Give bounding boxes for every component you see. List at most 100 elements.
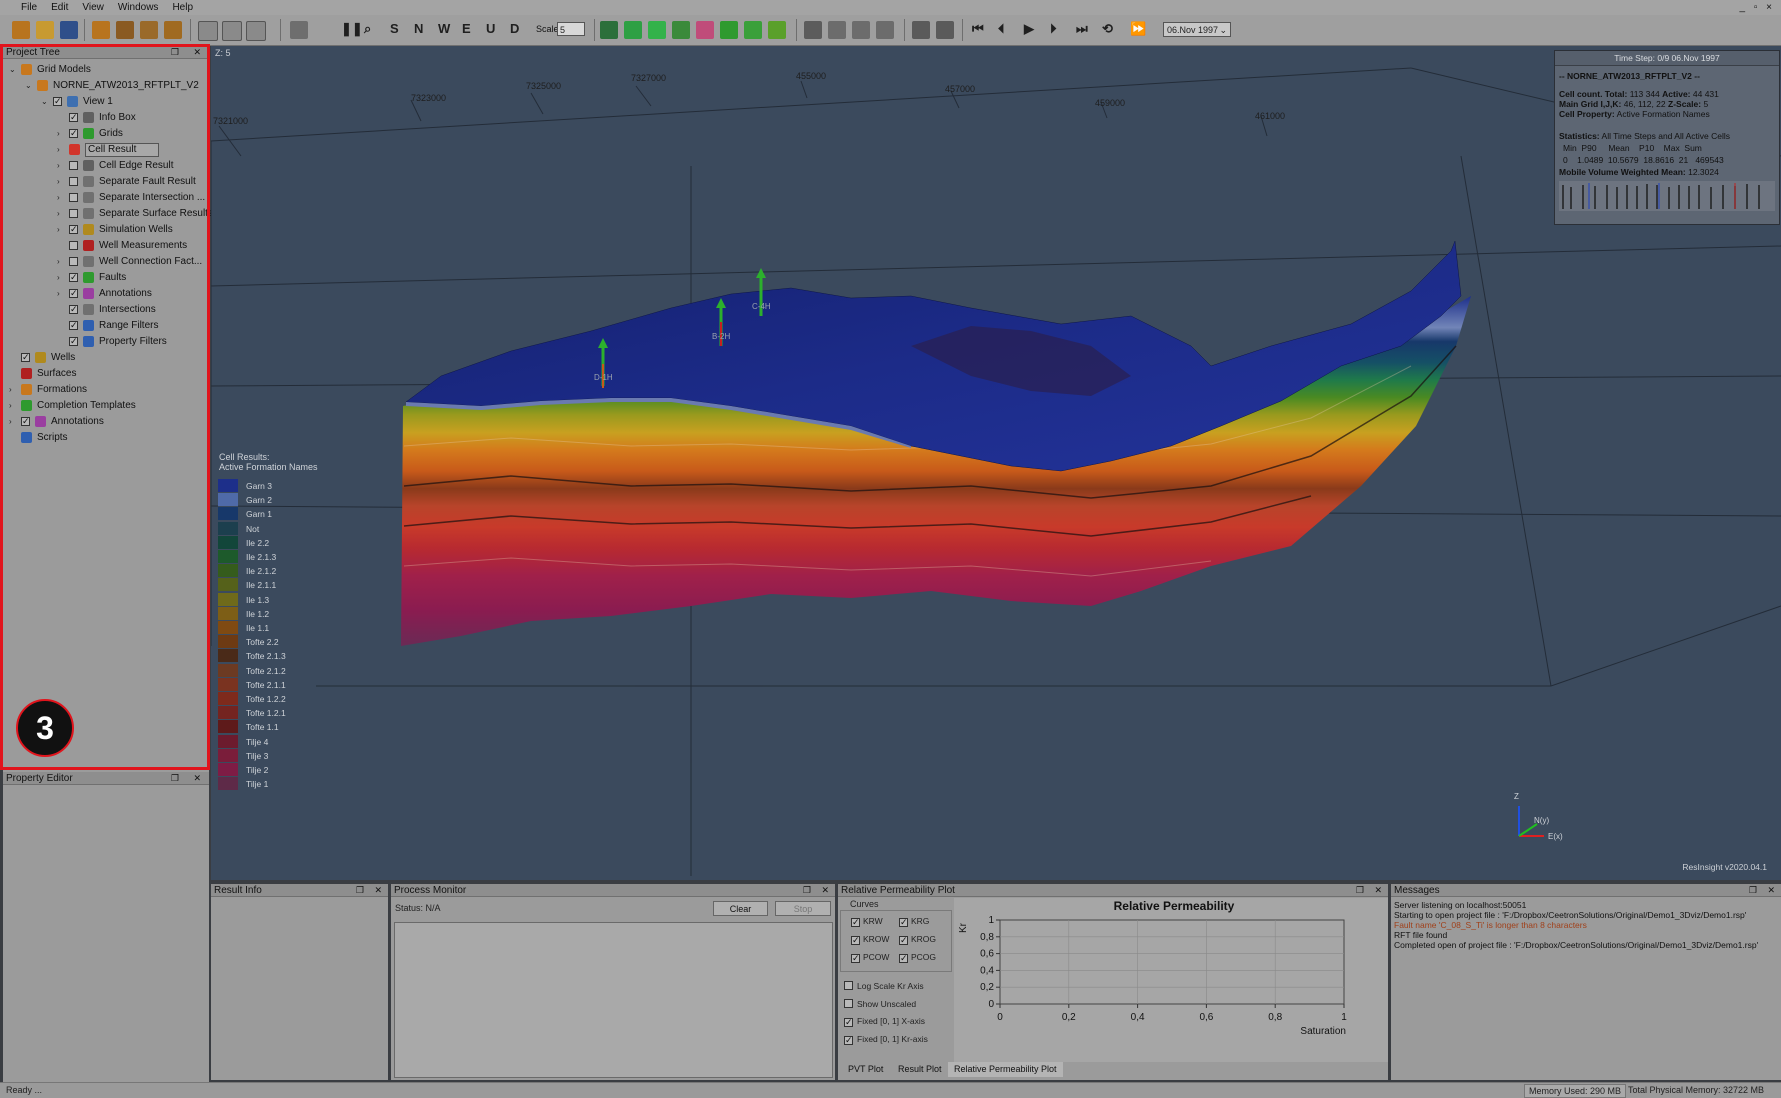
save-project-icon[interactable] (60, 21, 78, 39)
view-west-icon[interactable]: W (438, 21, 451, 36)
checkbox[interactable] (844, 981, 853, 990)
surfaces-import-icon[interactable] (140, 21, 158, 39)
menu-view[interactable]: View (82, 2, 104, 13)
option-checkbox[interactable]: Log Scale Kr Axis (844, 980, 924, 991)
visibility-checkbox[interactable] (69, 241, 78, 250)
message-log[interactable]: Server listening on localhost:50051 Start… (1391, 900, 1781, 1078)
surface-mesh-icon[interactable] (624, 21, 642, 39)
well-disks-icon[interactable] (768, 21, 786, 39)
well-head-icon[interactable] (804, 21, 822, 39)
tree-item[interactable]: › Cell Result (3, 142, 209, 157)
expand-arrow-icon[interactable]: › (57, 161, 60, 170)
visibility-checkbox[interactable]: ✓ (69, 304, 78, 314)
curve-checkbox[interactable]: ✓ PCOG (899, 952, 936, 963)
measure-icon[interactable] (912, 21, 930, 39)
visibility-checkbox[interactable] (69, 193, 78, 202)
tree-item[interactable]: ✓ Range Filters (3, 318, 209, 333)
curve-checkbox[interactable]: ✓ KROW (851, 934, 889, 945)
expand-arrow-icon[interactable]: › (57, 257, 60, 266)
option-checkbox[interactable]: ✓ Fixed [0, 1] Kr-axis (844, 1034, 928, 1045)
view-south-icon[interactable]: S (390, 21, 399, 36)
tree-item[interactable]: ⌄ Grid Models (3, 62, 209, 77)
snapshot-icon[interactable] (290, 21, 308, 39)
expand-arrow-icon[interactable]: › (57, 177, 60, 186)
close-icon[interactable]: ✕ (374, 885, 382, 895)
window-controls[interactable]: _ ▫ × (1739, 2, 1775, 13)
visibility-checkbox[interactable]: ✓ (21, 416, 30, 426)
tree-item[interactable]: › ✓ Annotations (3, 414, 209, 429)
checkbox[interactable]: ✓ (851, 953, 860, 963)
visibility-checkbox[interactable]: ✓ (69, 288, 78, 298)
visibility-checkbox[interactable] (69, 209, 78, 218)
tree-item[interactable]: › Cell Edge Result (3, 158, 209, 173)
scale-spinbox[interactable]: 5 (557, 22, 585, 36)
expand-arrow-icon[interactable]: › (57, 273, 60, 282)
well-spheres-icon[interactable] (852, 21, 870, 39)
tab-relative-permeability-plot[interactable]: Relative Permeability Plot (948, 1062, 1063, 1077)
tab-pvt-plot[interactable]: PVT Plot (848, 1064, 884, 1074)
view-east-icon[interactable]: E (462, 21, 471, 36)
pause-icon[interactable]: ❚❚ (341, 21, 363, 36)
expand-arrow-icon[interactable]: › (57, 209, 60, 218)
tile-windows-icon[interactable] (222, 21, 242, 41)
expand-arrow-icon[interactable]: › (57, 289, 60, 298)
tree-item[interactable]: › ✓ Simulation Wells (3, 222, 209, 237)
close-icon[interactable]: ✕ (193, 47, 201, 57)
tree-item[interactable]: ⌄ NORNE_ATW2013_RFTPLT_V2 (3, 78, 209, 93)
expand-arrow-icon[interactable]: › (9, 385, 12, 394)
expand-arrow-icon[interactable]: › (9, 417, 12, 426)
last-step-icon[interactable]: ⏭ (1076, 21, 1088, 36)
close-icon[interactable]: ✕ (1374, 885, 1382, 895)
expand-arrow-icon[interactable]: › (57, 129, 60, 138)
tree-item[interactable]: ✓ Wells (3, 350, 209, 365)
grid-case-icon[interactable] (92, 21, 110, 39)
collapse-arrow-icon[interactable]: ⌄ (41, 97, 48, 106)
visibility-checkbox[interactable]: ✓ (69, 224, 78, 234)
close-icon[interactable]: ✕ (1767, 885, 1775, 895)
view-north-icon[interactable]: N (414, 21, 424, 36)
curve-checkbox[interactable]: ✓ KRW (851, 916, 883, 927)
checkbox[interactable]: ✓ (899, 917, 908, 927)
menu-windows[interactable]: Windows (117, 2, 159, 13)
fast-forward-icon[interactable]: ⏩ (1130, 21, 1147, 36)
tree-item[interactable]: › ✓ Faults (3, 270, 209, 285)
expand-arrow-icon[interactable]: › (57, 145, 60, 154)
expand-arrow-icon[interactable]: › (57, 225, 60, 234)
zoom-all-icon[interactable]: ⌕ (364, 21, 372, 36)
checkbox[interactable]: ✓ (844, 1017, 853, 1027)
play-icon[interactable]: ▶ (1024, 21, 1034, 36)
repeat-icon[interactable]: ⟲ (1102, 21, 1113, 36)
mesh-icon[interactable] (600, 21, 618, 39)
tree-item[interactable]: › Formations (3, 382, 209, 397)
well-paths-icon[interactable] (116, 21, 134, 39)
tree-item[interactable]: › ✓ Annotations (3, 286, 209, 301)
float-icon[interactable]: ❐ (1748, 885, 1757, 895)
close-icon[interactable]: ✕ (193, 773, 201, 783)
previous-step-icon[interactable]: ⏴ (998, 21, 1005, 36)
clear-button[interactable]: Clear (713, 901, 768, 916)
tree-item[interactable]: › Completion Templates (3, 398, 209, 413)
checkbox[interactable]: ✓ (899, 953, 908, 963)
visibility-checkbox[interactable]: ✓ (53, 96, 62, 106)
show-faults-icon[interactable] (720, 21, 738, 39)
surface-only-icon[interactable] (648, 21, 666, 39)
tree-item[interactable]: ✓ Info Box (3, 110, 209, 125)
ruler-icon[interactable] (936, 21, 954, 39)
tree-item[interactable]: › Well Connection Fact... (3, 254, 209, 269)
float-icon[interactable]: ❐ (170, 47, 179, 57)
curve-checkbox[interactable]: ✓ PCOW (851, 952, 889, 963)
next-step-icon[interactable]: ⏵ (1050, 21, 1057, 36)
visibility-checkbox[interactable]: ✓ (21, 352, 30, 362)
checkbox[interactable]: ✓ (851, 917, 860, 927)
3d-viewport[interactable]: Z: 5 7321000 7323000 7325000 7327000 455… (211, 46, 1781, 880)
well-labels-icon[interactable] (876, 21, 894, 39)
menu-file[interactable]: File (21, 2, 38, 13)
view-up-icon[interactable]: U (486, 21, 496, 36)
float-icon[interactable]: ❐ (170, 773, 179, 783)
tree-item[interactable]: › Separate Intersection ... (3, 190, 209, 205)
menu-edit[interactable]: Edit (51, 2, 69, 13)
tree-item[interactable]: › ✓ Grids (3, 126, 209, 141)
expand-arrow-icon[interactable]: › (57, 193, 60, 202)
process-output[interactable] (394, 922, 833, 1078)
well-pipe-icon[interactable] (828, 21, 846, 39)
